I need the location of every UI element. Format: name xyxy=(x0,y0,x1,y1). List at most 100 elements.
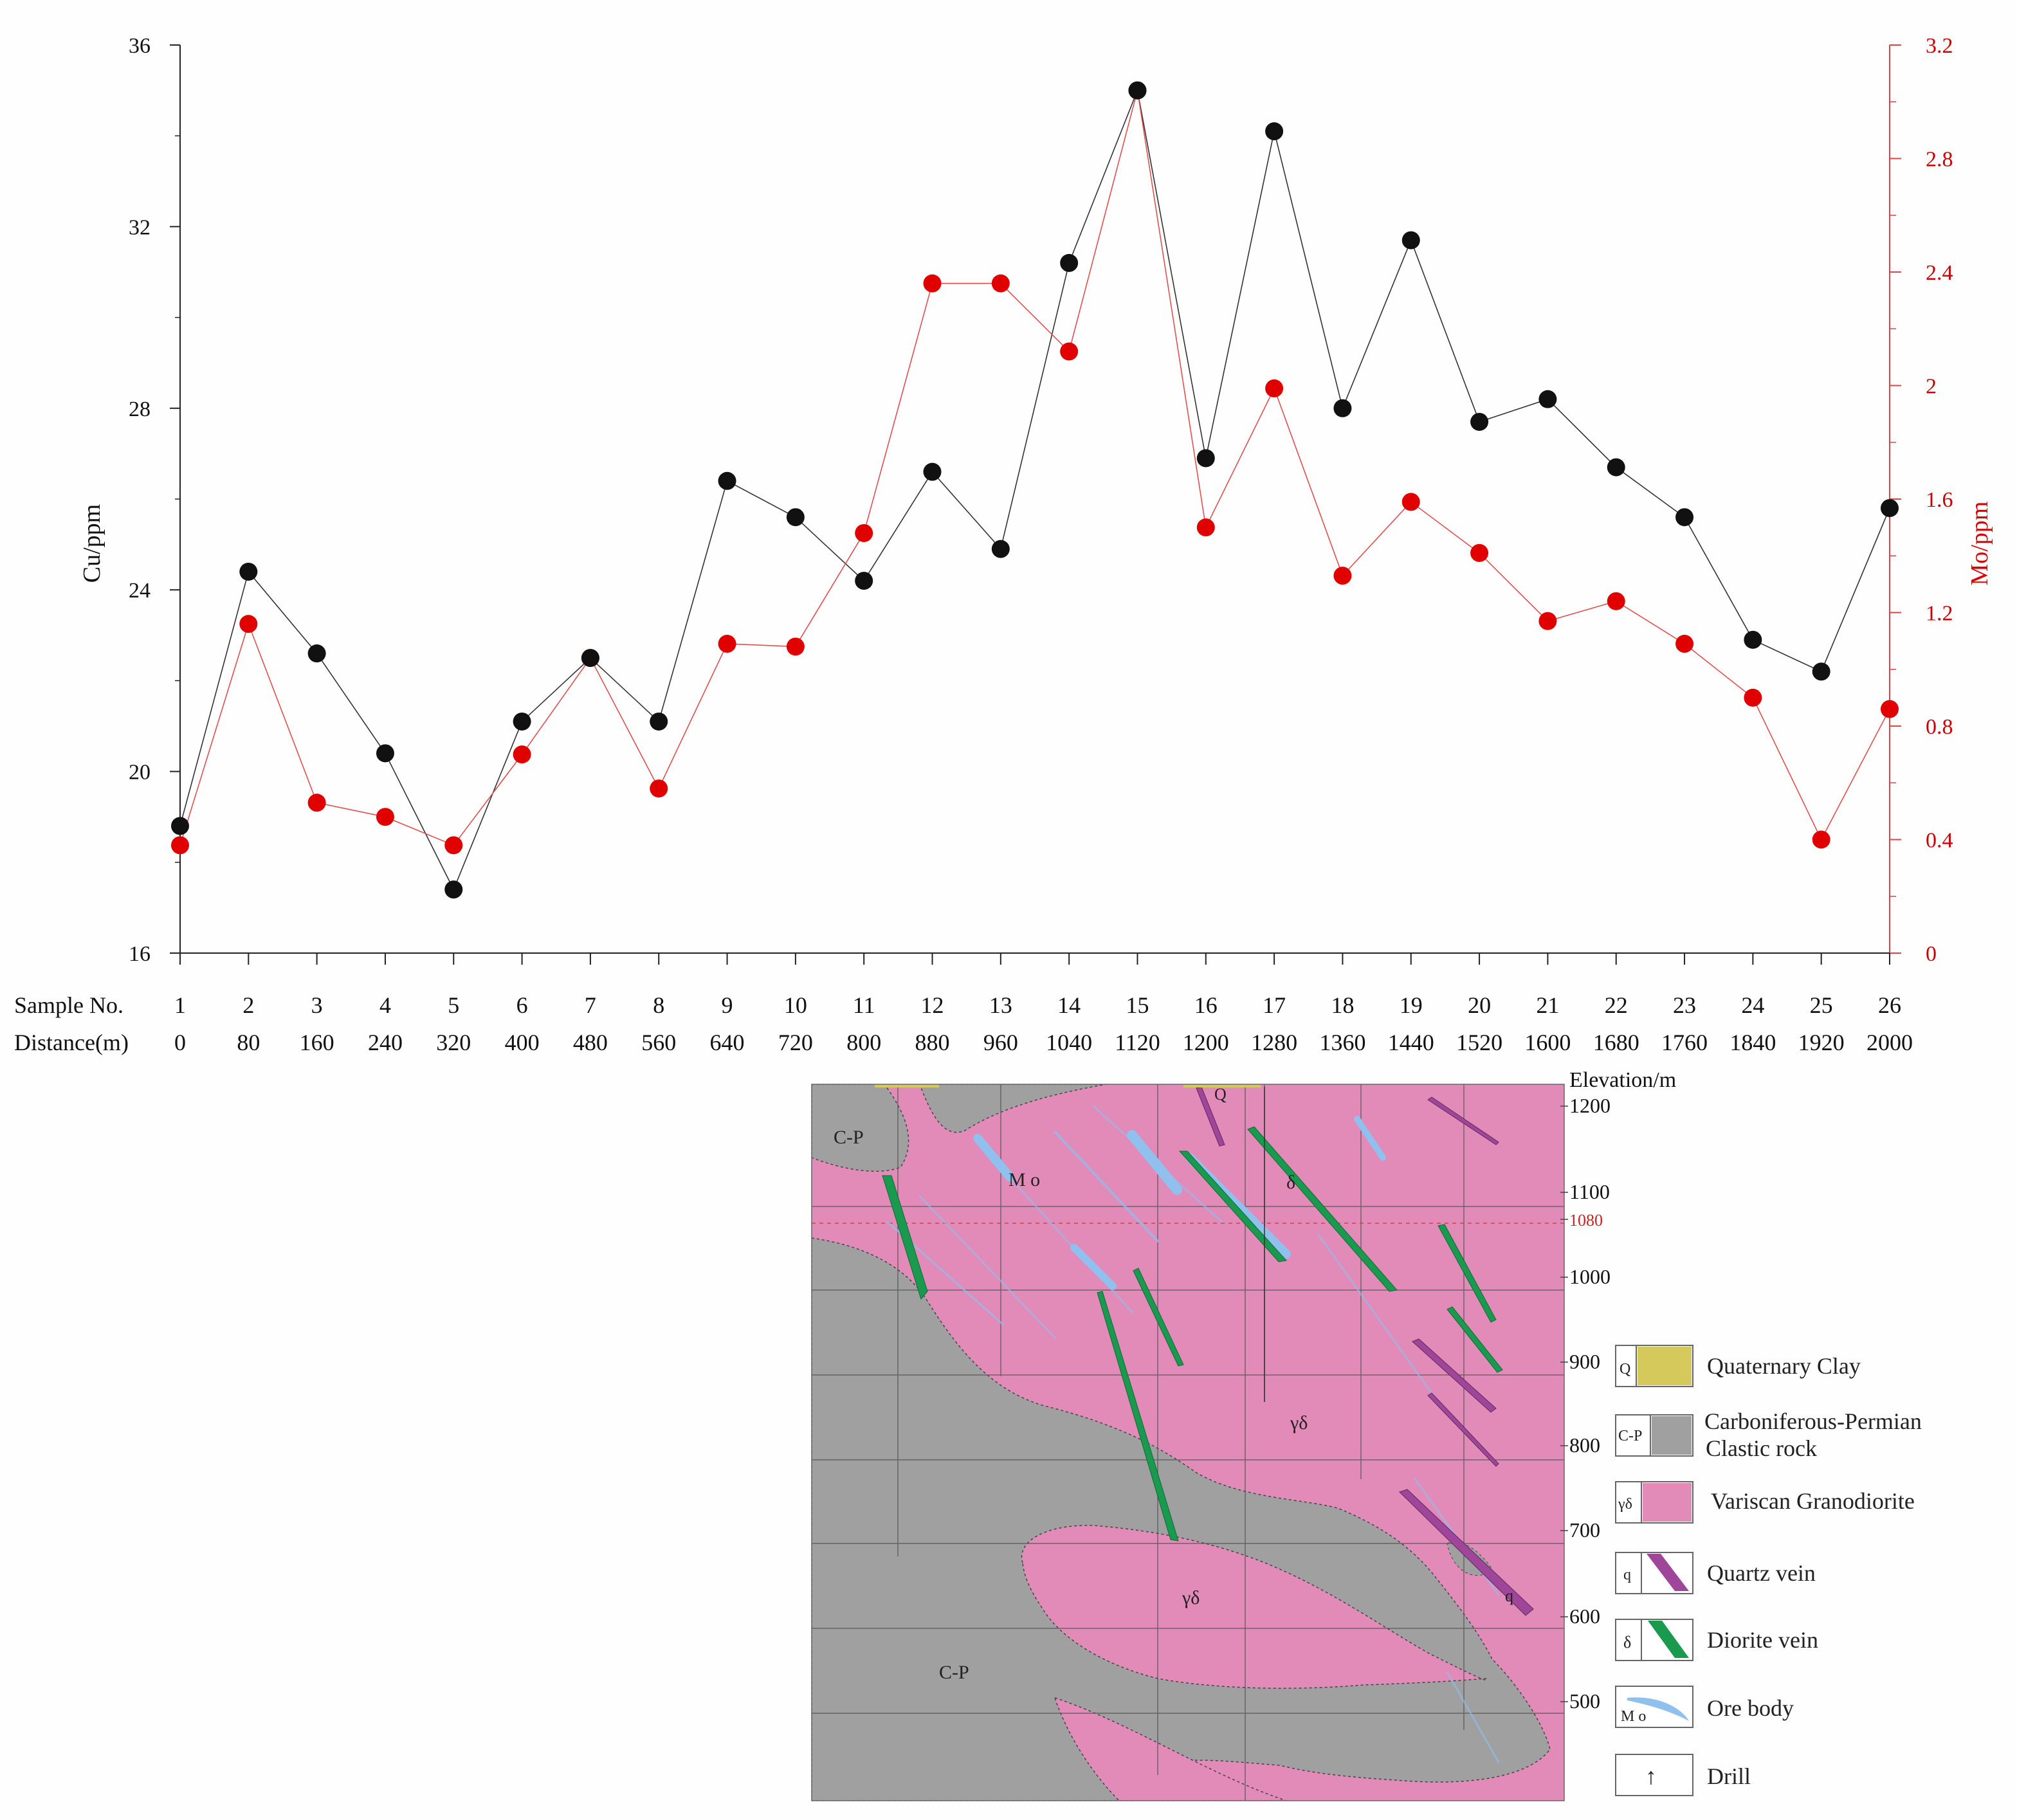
data-point-mo xyxy=(1060,342,1079,361)
sample-number-label: 14 xyxy=(1057,992,1081,1018)
data-point-cu xyxy=(1744,630,1762,649)
data-point-cu xyxy=(1812,662,1830,681)
section-border xyxy=(811,1084,1565,1801)
data-point-mo xyxy=(718,635,736,653)
data-point-cu xyxy=(1333,399,1352,417)
legend-label-quaternary-clay: Quaternary Clay xyxy=(1707,1353,1861,1379)
distance-label: 240 xyxy=(368,1030,403,1055)
legend-label-drill: Drill xyxy=(1707,1763,1751,1789)
data-point-cu xyxy=(1881,499,1899,518)
quartz-veins xyxy=(1196,1086,1534,1616)
data-point-mo xyxy=(171,836,189,855)
distance-label: 720 xyxy=(778,1030,813,1055)
left-tick-label: 28 xyxy=(129,397,151,421)
distance-label: 1920 xyxy=(1798,1030,1845,1055)
left-tick-label: 36 xyxy=(129,34,151,58)
elevation-tick-label: 900 xyxy=(1569,1350,1600,1373)
data-point-cu xyxy=(855,572,873,590)
legend-code-q: Q xyxy=(1620,1361,1630,1378)
elevation-ticks: 1200 1100 1080 1000 900 800 700 600 500 xyxy=(1560,1094,1611,1713)
left-axis-label: Cu/ppm xyxy=(78,504,105,583)
left-tick-label: 16 xyxy=(129,942,151,966)
series-line-cu xyxy=(179,88,1890,891)
distance-label: 1280 xyxy=(1251,1030,1297,1055)
distance-label: 960 xyxy=(983,1030,1018,1055)
data-point-cu xyxy=(1060,253,1079,272)
diorite-veins xyxy=(882,1126,1503,1542)
data-point-mo xyxy=(1538,612,1557,630)
data-point-cu xyxy=(513,712,531,731)
section-grid xyxy=(812,1084,1564,1801)
clastic-rock-top-sliver xyxy=(919,1084,1107,1133)
data-point-mo xyxy=(1401,493,1420,511)
sample-number-label: 2 xyxy=(242,992,254,1018)
distance-label: 80 xyxy=(237,1030,260,1055)
distance-label: 1440 xyxy=(1388,1030,1434,1055)
legend-code-cp: C-P xyxy=(1618,1428,1642,1444)
right-tick-label: 2.8 xyxy=(1926,148,1953,172)
distance-label: 1680 xyxy=(1593,1030,1639,1055)
data-point-cu xyxy=(171,817,189,835)
left-tick-label: 20 xyxy=(129,761,151,785)
sample-number-label: 19 xyxy=(1400,992,1423,1018)
distance-label: 400 xyxy=(505,1030,540,1055)
elevation-title: Elevation/m xyxy=(1569,1068,1676,1092)
legend-label-granodiorite: Variscan Granodiorite xyxy=(1711,1488,1915,1514)
data-point-cu xyxy=(1401,231,1420,250)
quaternary-clay xyxy=(875,1084,1261,1087)
legend-item-diorite-vein: δ Diorite vein xyxy=(1615,1619,1818,1661)
sample-number-label: 1 xyxy=(174,992,186,1018)
legend-item-granodiorite: γδ Variscan Granodiorite xyxy=(1615,1481,1915,1524)
data-point-cu xyxy=(307,644,326,663)
legend-label-carboniferous-permian: Carboniferous-Permian xyxy=(1704,1408,1922,1434)
legend-item-ore-body: M o Ore body xyxy=(1615,1686,1794,1728)
data-point-mo xyxy=(1744,688,1762,707)
left-tick-label: 32 xyxy=(129,215,151,239)
label-delta: δ xyxy=(1286,1172,1295,1193)
elevation-tick-label: 1100 xyxy=(1569,1180,1610,1203)
label-cp-lower: C-P xyxy=(939,1662,969,1683)
series-line-mo xyxy=(179,90,1890,846)
data-point-cu xyxy=(444,880,463,899)
sample-number-label: 11 xyxy=(853,992,875,1018)
label-mo: M o xyxy=(1008,1169,1040,1190)
data-point-cu xyxy=(1607,458,1625,477)
data-point-cu xyxy=(1196,449,1215,468)
distance-label: 1360 xyxy=(1319,1030,1365,1055)
data-point-mo xyxy=(239,615,258,633)
data-point-cu xyxy=(718,471,736,490)
sample-number-label: 18 xyxy=(1331,992,1354,1018)
data-point-mo xyxy=(786,637,805,656)
elevation-tick-label: 600 xyxy=(1569,1605,1600,1628)
data-point-mo xyxy=(1196,518,1215,537)
legend-code-mo: M o xyxy=(1621,1708,1646,1725)
legend-label-ore-body: Ore body xyxy=(1707,1695,1794,1721)
elevation-tick-label: 800 xyxy=(1569,1433,1600,1457)
sample-number-label: 5 xyxy=(448,992,459,1018)
data-point-mo xyxy=(855,523,873,542)
data-point-mo xyxy=(376,808,394,826)
geologic-cross-section: C-P C-P M o δ γδ γδ Q q Elevation/m 1200… xyxy=(811,1068,1676,1801)
granodiorite-bottom-wedge xyxy=(1054,1697,1287,1801)
sample-number-label: 24 xyxy=(1741,992,1764,1018)
sample-number-label: 22 xyxy=(1605,992,1628,1018)
label-quartz: q xyxy=(1505,1587,1513,1605)
sample-number-label: 21 xyxy=(1536,992,1559,1018)
data-point-mo xyxy=(650,779,668,798)
series-lines xyxy=(179,88,1890,891)
elevation-tick-label: 1080 xyxy=(1569,1211,1603,1230)
legend-code-gd: γδ xyxy=(1618,1496,1632,1513)
distance-label: 1120 xyxy=(1115,1030,1160,1055)
elevation-tick-label: 500 xyxy=(1569,1689,1600,1713)
left-axis-ticks: 16 20 24 28 32 36 xyxy=(129,34,180,966)
sample-number-label: 15 xyxy=(1126,992,1149,1018)
sample-number-label: 26 xyxy=(1878,992,1901,1018)
sample-number-label: 3 xyxy=(311,992,323,1018)
distance-row-label: Distance(m) xyxy=(14,1030,129,1055)
legend-item-drill: ↑ Drill xyxy=(1615,1754,1751,1796)
data-point-mo xyxy=(1265,379,1284,397)
right-axis-ticks: 0 0.4 0.8 1.2 1.6 2 2.4 2.8 3.2 xyxy=(1890,34,1953,966)
data-point-mo xyxy=(991,274,1010,293)
